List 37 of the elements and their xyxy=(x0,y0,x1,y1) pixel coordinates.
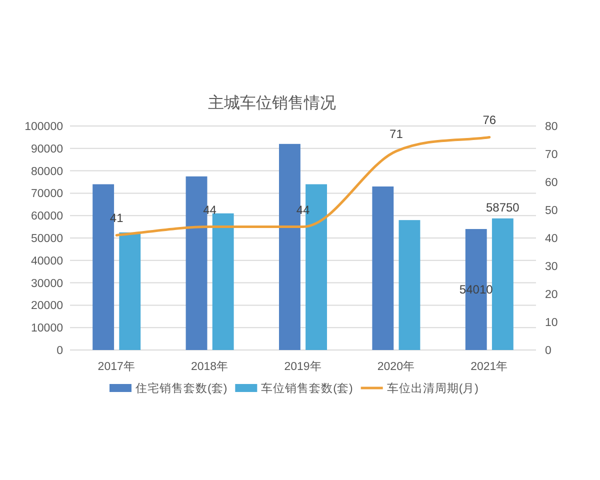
y2-tick-label: 40 xyxy=(545,233,558,245)
y2-tick-label: 70 xyxy=(545,149,558,161)
x-tick-label: 2019年 xyxy=(284,360,322,373)
bar xyxy=(119,232,141,350)
x-tick-label: 2021年 xyxy=(470,360,508,373)
data-label: 76 xyxy=(482,113,496,128)
y2-tick-label: 60 xyxy=(545,177,558,189)
data-label: 71 xyxy=(390,127,404,142)
chart-title: 主城车位销售情况 xyxy=(208,94,336,112)
y-tick-label: 90000 xyxy=(31,143,63,156)
data-label: 58750 xyxy=(486,200,520,214)
x-tick-label: 2018年 xyxy=(191,360,229,373)
legend-label: 车位销售套数(套) xyxy=(261,381,353,395)
y-tick-label: 80000 xyxy=(31,166,63,178)
y-tick-label: 20000 xyxy=(31,300,63,312)
bar xyxy=(492,218,514,350)
bar xyxy=(212,213,234,350)
y-tick-label: 40000 xyxy=(31,255,63,268)
y-tick-label: 0 xyxy=(56,345,63,357)
y2-tick-label: 0 xyxy=(545,345,552,357)
x-tick-label: 2017年 xyxy=(98,360,136,373)
bar xyxy=(372,186,394,350)
y-tick-label: 70000 xyxy=(31,188,63,200)
y-tick-label: 50000 xyxy=(31,233,63,245)
x-tick-label: 2020年 xyxy=(377,360,415,373)
y2-tick-label: 80 xyxy=(545,121,558,133)
y2-tick-label: 50 xyxy=(545,205,558,217)
y-tick-label: 10000 xyxy=(31,322,63,335)
y-tick-label: 60000 xyxy=(31,210,63,223)
bar xyxy=(398,220,420,350)
legend-label: 车位出清周期(月) xyxy=(386,381,479,395)
y-tick-label: 30000 xyxy=(31,278,63,290)
legend-label: 住宅销售套数(套) xyxy=(134,381,228,395)
y2-tick-label: 20 xyxy=(545,289,558,301)
y2-tick-label: 30 xyxy=(545,261,558,273)
y2-tick-label: 10 xyxy=(545,317,558,329)
y-tick-label: 100000 xyxy=(24,121,63,133)
